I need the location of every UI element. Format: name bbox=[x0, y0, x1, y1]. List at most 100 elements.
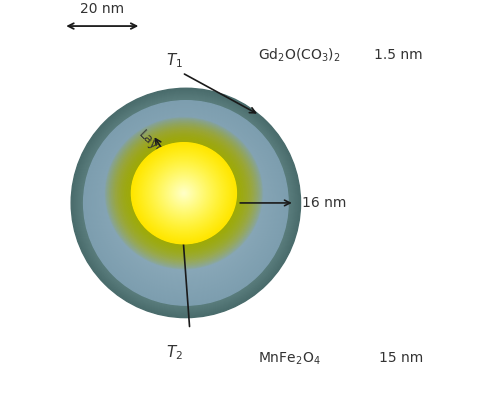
Ellipse shape bbox=[170, 180, 198, 206]
Ellipse shape bbox=[172, 182, 196, 204]
Ellipse shape bbox=[130, 148, 242, 258]
Ellipse shape bbox=[164, 174, 204, 213]
Ellipse shape bbox=[176, 185, 192, 201]
Ellipse shape bbox=[178, 188, 189, 198]
Ellipse shape bbox=[93, 110, 278, 296]
Ellipse shape bbox=[154, 164, 214, 222]
Ellipse shape bbox=[184, 201, 188, 205]
Ellipse shape bbox=[183, 200, 188, 206]
Ellipse shape bbox=[100, 117, 272, 289]
Ellipse shape bbox=[106, 124, 265, 282]
Ellipse shape bbox=[150, 160, 218, 226]
Ellipse shape bbox=[167, 177, 200, 209]
Ellipse shape bbox=[166, 177, 201, 210]
Ellipse shape bbox=[77, 94, 295, 312]
Ellipse shape bbox=[73, 90, 298, 316]
Ellipse shape bbox=[154, 172, 218, 234]
Ellipse shape bbox=[116, 128, 252, 258]
Ellipse shape bbox=[134, 146, 233, 241]
Ellipse shape bbox=[80, 97, 292, 309]
Ellipse shape bbox=[172, 181, 196, 205]
Ellipse shape bbox=[94, 111, 278, 295]
Ellipse shape bbox=[110, 127, 262, 279]
Ellipse shape bbox=[168, 178, 200, 209]
Ellipse shape bbox=[157, 168, 210, 219]
Ellipse shape bbox=[136, 147, 232, 239]
Ellipse shape bbox=[128, 140, 240, 247]
Ellipse shape bbox=[135, 146, 232, 240]
Ellipse shape bbox=[116, 133, 256, 273]
Ellipse shape bbox=[133, 144, 235, 242]
Ellipse shape bbox=[130, 141, 238, 245]
Text: 16 nm: 16 nm bbox=[302, 196, 347, 210]
Ellipse shape bbox=[118, 130, 250, 256]
Ellipse shape bbox=[102, 120, 269, 286]
Ellipse shape bbox=[139, 150, 229, 237]
Ellipse shape bbox=[140, 151, 228, 235]
Ellipse shape bbox=[175, 185, 193, 202]
Ellipse shape bbox=[121, 138, 251, 268]
Ellipse shape bbox=[182, 199, 190, 207]
Ellipse shape bbox=[152, 170, 220, 236]
Ellipse shape bbox=[88, 105, 284, 300]
Ellipse shape bbox=[168, 178, 200, 209]
Ellipse shape bbox=[126, 144, 245, 262]
Text: 15 nm: 15 nm bbox=[378, 351, 423, 365]
Ellipse shape bbox=[152, 168, 220, 237]
Ellipse shape bbox=[146, 164, 225, 242]
Ellipse shape bbox=[144, 155, 224, 231]
Ellipse shape bbox=[122, 139, 250, 267]
Ellipse shape bbox=[138, 149, 230, 238]
Ellipse shape bbox=[113, 125, 255, 261]
Text: $T_2$: $T_2$ bbox=[166, 343, 182, 362]
Ellipse shape bbox=[161, 171, 207, 215]
Ellipse shape bbox=[70, 88, 301, 318]
Ellipse shape bbox=[82, 100, 289, 306]
Ellipse shape bbox=[126, 137, 242, 250]
Ellipse shape bbox=[112, 129, 260, 277]
Ellipse shape bbox=[158, 169, 209, 217]
Ellipse shape bbox=[75, 92, 296, 314]
Ellipse shape bbox=[150, 161, 218, 226]
Ellipse shape bbox=[166, 176, 202, 211]
Ellipse shape bbox=[114, 126, 254, 261]
Ellipse shape bbox=[72, 89, 300, 317]
Ellipse shape bbox=[155, 166, 213, 221]
Ellipse shape bbox=[108, 125, 264, 280]
Ellipse shape bbox=[143, 160, 229, 246]
Ellipse shape bbox=[146, 157, 221, 229]
Ellipse shape bbox=[124, 136, 244, 251]
Ellipse shape bbox=[134, 145, 234, 242]
Ellipse shape bbox=[156, 173, 216, 232]
Ellipse shape bbox=[112, 124, 256, 263]
Ellipse shape bbox=[92, 109, 280, 297]
Ellipse shape bbox=[124, 141, 248, 265]
Ellipse shape bbox=[168, 185, 204, 221]
Ellipse shape bbox=[168, 179, 199, 208]
Ellipse shape bbox=[71, 88, 301, 318]
Ellipse shape bbox=[90, 106, 282, 299]
Ellipse shape bbox=[95, 112, 276, 294]
Ellipse shape bbox=[122, 134, 246, 253]
Ellipse shape bbox=[134, 145, 234, 241]
Ellipse shape bbox=[150, 167, 222, 239]
Ellipse shape bbox=[185, 202, 187, 204]
Ellipse shape bbox=[74, 91, 298, 315]
Ellipse shape bbox=[154, 165, 214, 222]
Ellipse shape bbox=[143, 154, 225, 233]
Ellipse shape bbox=[161, 178, 210, 228]
Ellipse shape bbox=[158, 175, 214, 231]
Ellipse shape bbox=[180, 190, 188, 197]
Ellipse shape bbox=[96, 113, 276, 293]
Ellipse shape bbox=[88, 105, 284, 301]
Ellipse shape bbox=[86, 103, 285, 302]
Ellipse shape bbox=[174, 183, 194, 203]
Ellipse shape bbox=[118, 135, 254, 271]
Ellipse shape bbox=[164, 174, 203, 212]
Ellipse shape bbox=[110, 127, 262, 279]
Ellipse shape bbox=[140, 151, 228, 236]
Ellipse shape bbox=[121, 133, 247, 254]
Ellipse shape bbox=[176, 193, 196, 213]
Ellipse shape bbox=[140, 150, 228, 236]
Ellipse shape bbox=[84, 101, 288, 305]
